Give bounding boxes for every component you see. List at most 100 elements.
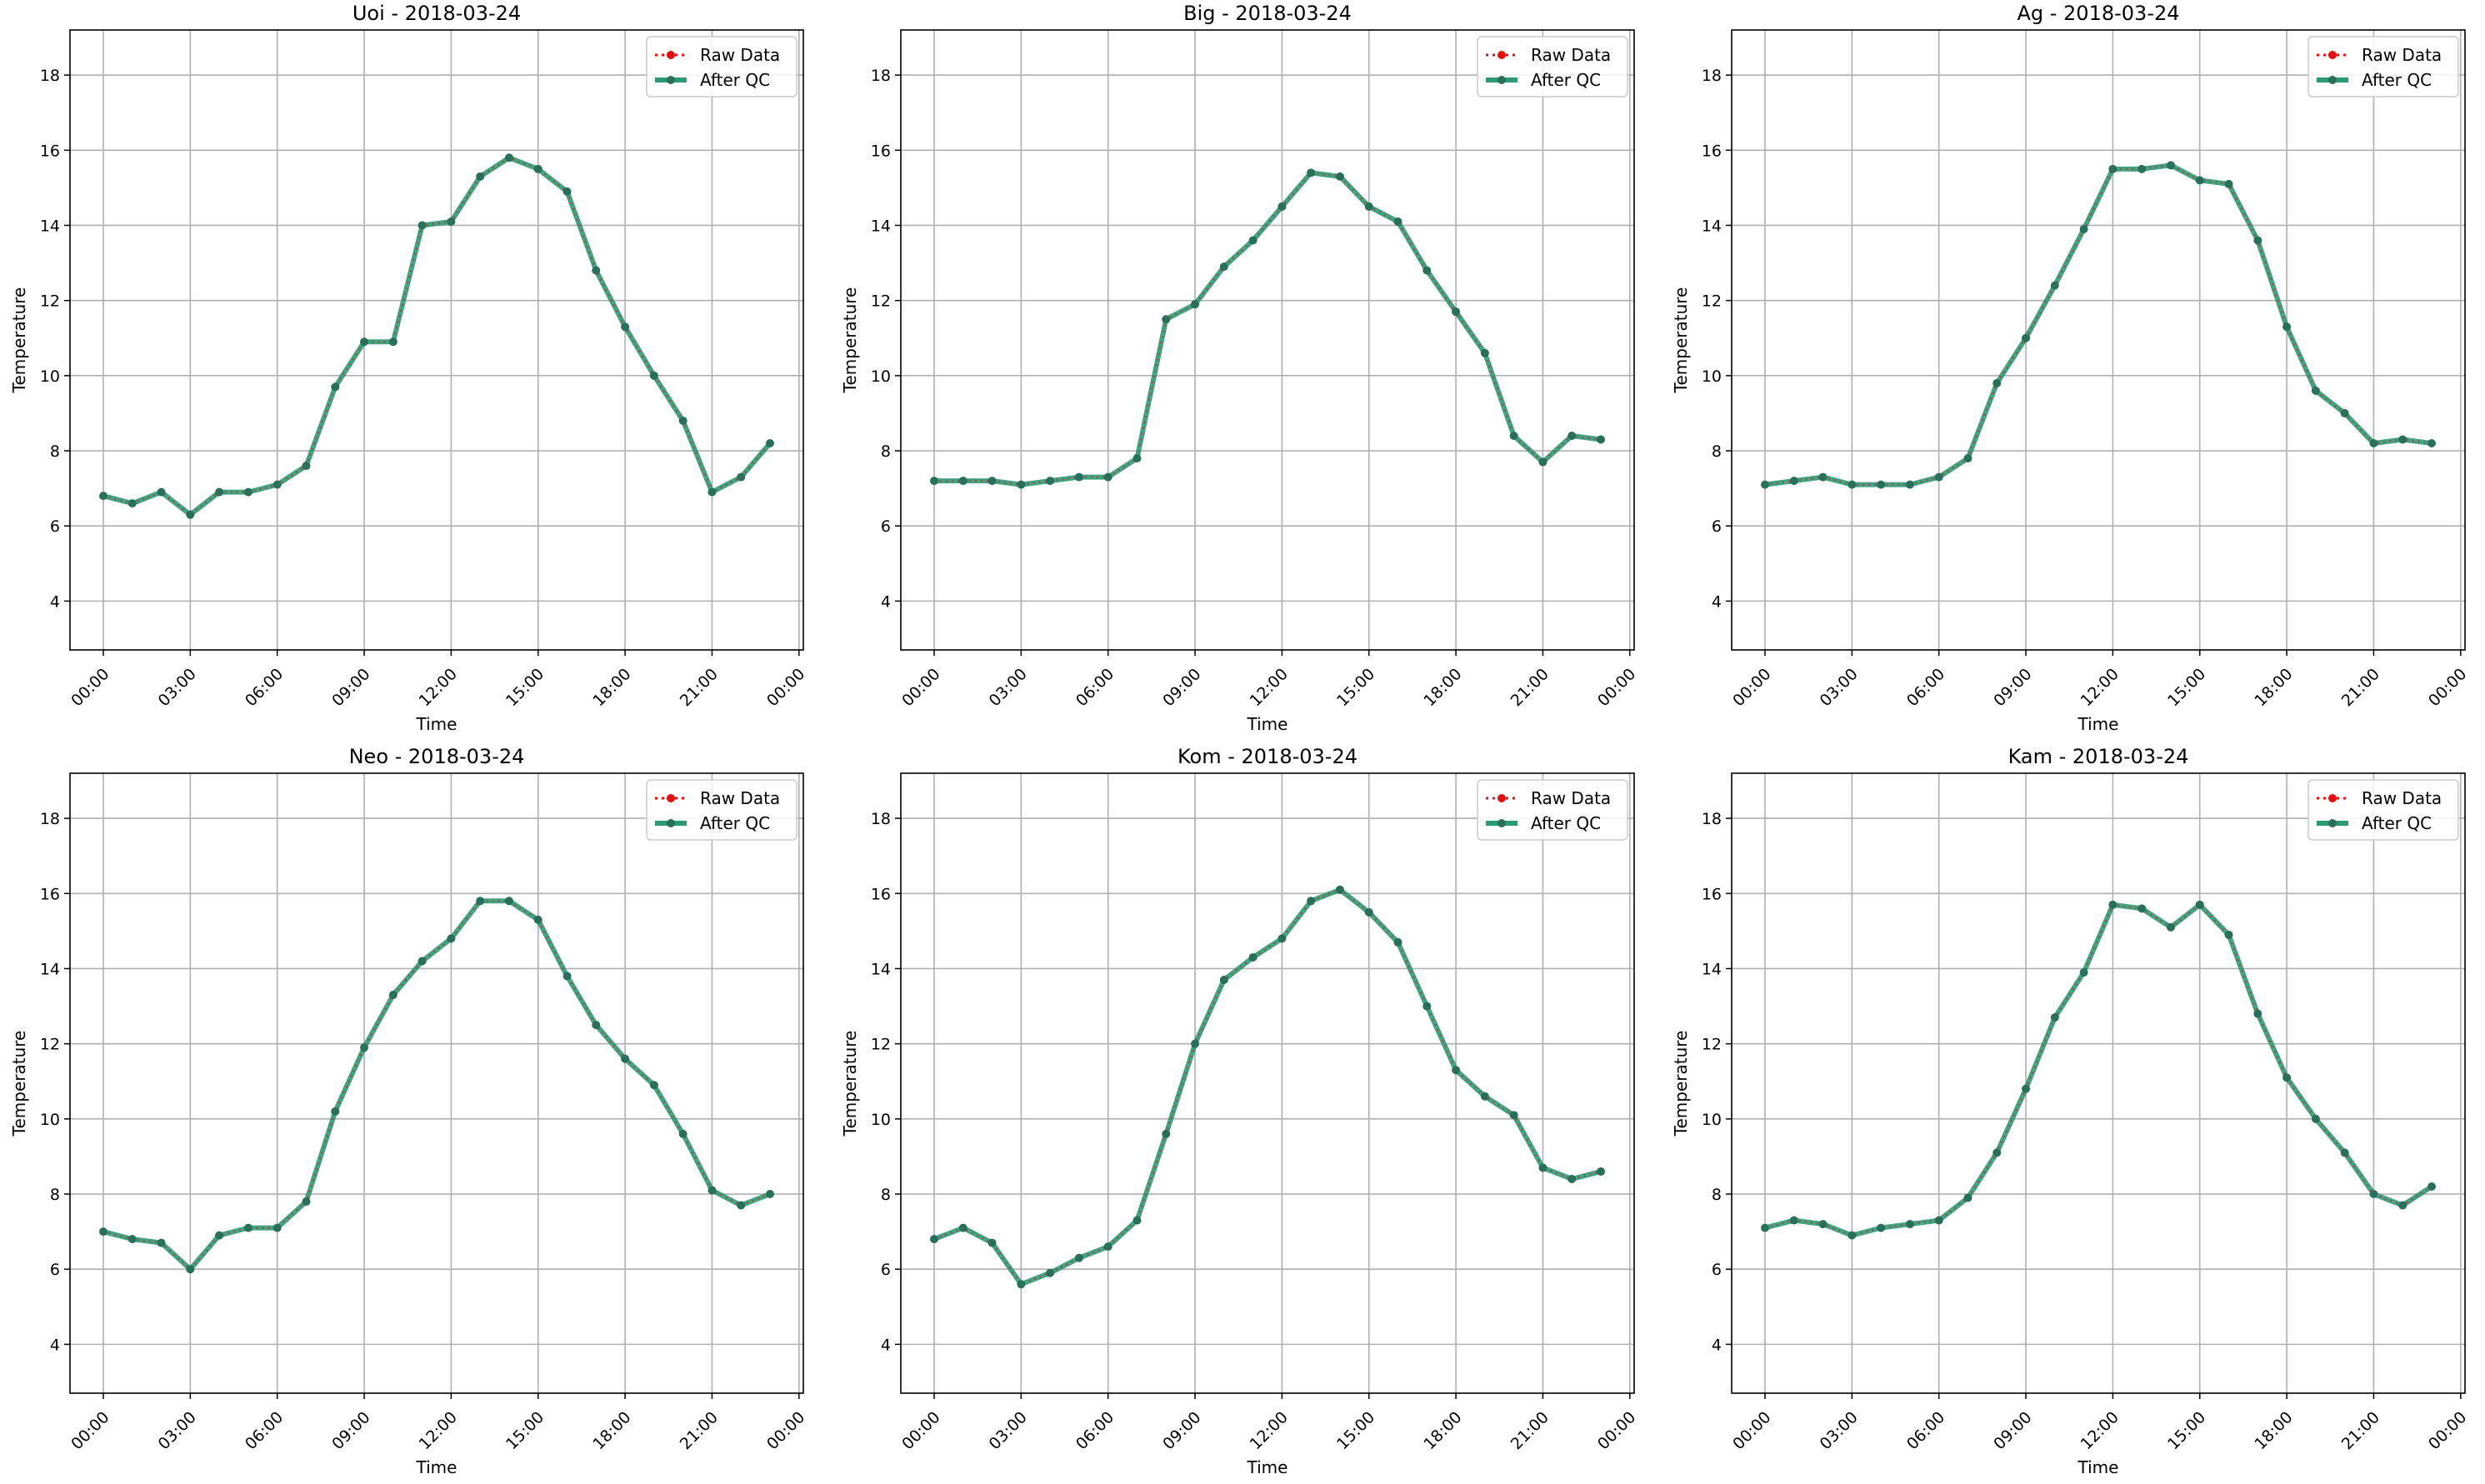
- after-qc-point: [99, 492, 108, 501]
- y-axis-label: Temperature: [9, 1031, 29, 1137]
- y-tick-label: 4: [50, 1336, 60, 1354]
- y-tick-label: 6: [1712, 517, 1722, 536]
- after-qc-point: [1963, 1193, 1972, 1202]
- grid: [901, 30, 1634, 650]
- grid: [1732, 773, 2465, 1393]
- x-tick-label: 06:00: [1072, 665, 1118, 710]
- after-qc-point: [302, 462, 311, 471]
- y-axis-label: Temperature: [1671, 287, 1691, 394]
- after-qc-point: [1480, 1092, 1489, 1101]
- x-tick-label: 03:00: [1817, 1408, 1862, 1453]
- after-qc-point: [1818, 1220, 1828, 1229]
- legend-qc-marker: [667, 76, 675, 84]
- after-qc-point: [1335, 172, 1344, 181]
- x-tick-label: 00:00: [1729, 665, 1774, 710]
- y-tick-label: 4: [881, 1336, 891, 1354]
- after-qc-point: [447, 934, 456, 943]
- after-qc-point: [2050, 281, 2059, 290]
- after-qc-point: [2224, 930, 2233, 939]
- x-tick-label: 06:00: [1903, 665, 1948, 710]
- after-qc-point: [157, 487, 166, 497]
- series-after-qc-line: [932, 887, 1602, 1287]
- after-qc-point: [1393, 937, 1402, 947]
- after-qc-point: [302, 1197, 311, 1207]
- after-qc-point: [988, 1238, 997, 1247]
- after-qc-point: [1597, 435, 1605, 444]
- after-qc-point: [1162, 315, 1171, 324]
- after-qc-point: [447, 217, 456, 226]
- y-tick-label: 16: [1702, 885, 1722, 903]
- after-qc-point: [1307, 897, 1316, 906]
- x-tick-label: 15:00: [502, 665, 548, 710]
- after-qc-point: [1992, 1148, 2002, 1157]
- after-qc-point: [186, 1265, 195, 1274]
- legend-qc-label: After QC: [700, 70, 770, 90]
- after-qc-point: [418, 221, 427, 230]
- x-tick-label: 21:00: [1508, 1408, 1552, 1453]
- x-tick-label: 12:00: [2078, 665, 2122, 710]
- after-qc-point: [766, 1190, 774, 1199]
- after-qc-point: [1905, 1220, 1914, 1229]
- grid: [1732, 30, 2465, 650]
- after-qc-point: [621, 322, 630, 332]
- y-tick-label: 18: [40, 810, 60, 828]
- after-qc-point: [708, 487, 717, 497]
- x-tick-label: 09:00: [1159, 665, 1204, 710]
- y-tick-label: 8: [50, 1186, 60, 1204]
- legend: Raw Data After QC: [2308, 779, 2459, 841]
- after-qc-point: [1509, 431, 1518, 440]
- y-tick-label: 4: [881, 592, 891, 611]
- after-qc-point: [272, 480, 282, 489]
- y-tick-label: 8: [50, 442, 60, 461]
- x-tick-label: 18:00: [589, 665, 634, 710]
- x-tick-label: 03:00: [155, 1408, 200, 1453]
- after-qc-point: [1278, 934, 1287, 943]
- after-qc-point: [1761, 480, 1769, 489]
- after-qc-point: [1103, 472, 1112, 482]
- y-tick-label: 4: [50, 592, 60, 611]
- legend-qc-marker: [1498, 819, 1506, 827]
- subplot-4: Neo - 2018-03-24 00:00 03:00 06:00 09:00 12:0…: [9, 745, 808, 1477]
- after-qc-point: [331, 382, 340, 392]
- after-qc-point: [2195, 176, 2204, 185]
- axes-frame: [69, 772, 804, 1394]
- y-tick-label: 18: [871, 810, 891, 828]
- after-qc-point: [2311, 386, 2320, 395]
- after-qc-point: [2253, 1009, 2262, 1018]
- legend-qc-label: After QC: [2362, 813, 2432, 833]
- after-qc-point: [1017, 480, 1026, 489]
- after-qc-point: [1963, 454, 1972, 463]
- y-tick-label: 10: [1702, 367, 1722, 386]
- x-tick-label: 03:00: [155, 665, 200, 710]
- x-tick-label: 09:00: [328, 665, 373, 710]
- legend-raw-marker: [1498, 51, 1506, 59]
- y-tick-label: 18: [1702, 67, 1722, 85]
- x-tick-label: 18:00: [1420, 665, 1465, 710]
- after-qc-point: [678, 1129, 688, 1138]
- after-qc-point: [930, 1235, 938, 1244]
- y-tick-label: 6: [881, 1261, 891, 1279]
- after-qc-point: [592, 1021, 601, 1030]
- after-qc-point: [186, 510, 195, 519]
- x-tick-label: 00:00: [898, 1408, 943, 1453]
- after-qc-point: [2050, 1013, 2059, 1022]
- after-qc-point: [2138, 164, 2147, 173]
- x-tick-label: 21:00: [2338, 1408, 2383, 1453]
- after-qc-point: [1422, 266, 1432, 275]
- x-tick-label: 09:00: [1159, 1408, 1204, 1453]
- subplot-6: Kam - 2018-03-24 00:00 03:00 06:00 09:00 12:0…: [1671, 745, 2470, 1477]
- subplot-3: Ag - 2018-03-24 00:00 03:00 06:00 09:00 12:00…: [1671, 2, 2470, 734]
- axes-frame: [900, 29, 1635, 651]
- after-qc-point: [1789, 477, 1798, 486]
- y-tick-label: 8: [1712, 442, 1722, 461]
- after-qc-point: [766, 439, 774, 447]
- x-tick-label: 00:00: [68, 665, 112, 710]
- legend-qc-marker: [2328, 819, 2337, 827]
- after-qc-point: [1905, 480, 1914, 489]
- y-tick-label: 12: [40, 1036, 60, 1054]
- y-tick-label: 8: [1712, 1186, 1722, 1204]
- subplot-title: Ag - 2018-03-24: [2017, 2, 2179, 25]
- legend-raw-marker: [667, 51, 675, 59]
- subplot-2: Big - 2018-03-24 00:00 03:00 06:00 09:00 12:0…: [840, 2, 1639, 734]
